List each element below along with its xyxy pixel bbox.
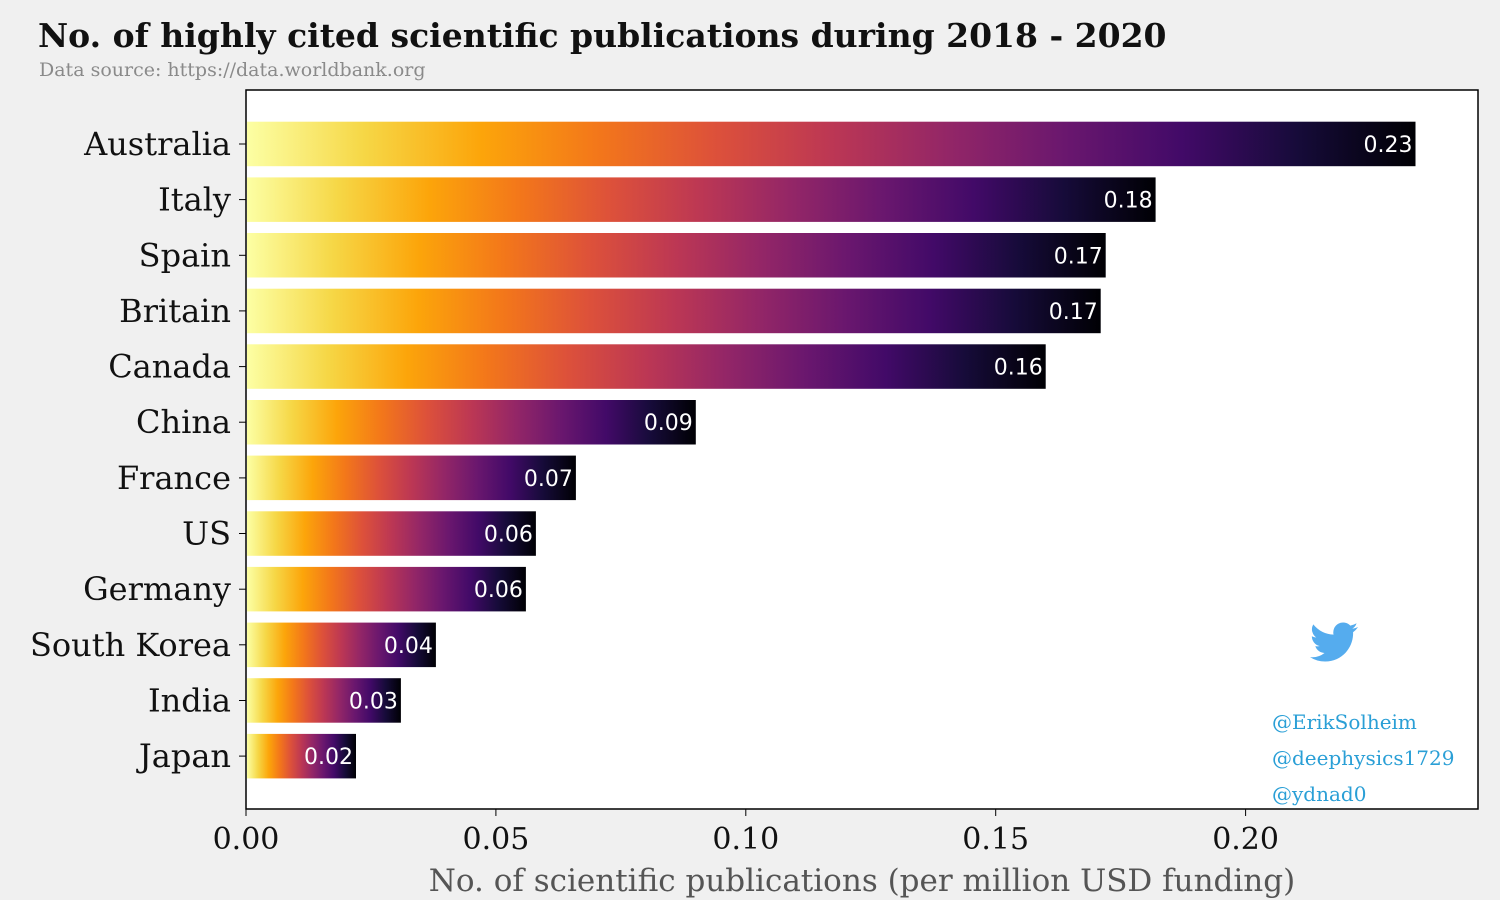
y-tick-label: Australia [83, 125, 231, 163]
bar-australia [247, 121, 1416, 167]
credit-handle: @deephysics1729 [1272, 746, 1454, 770]
y-tick-label: India [148, 682, 231, 720]
y-tick-label: France [117, 459, 231, 497]
y-tick-label: Spain [139, 236, 231, 274]
bar-japan [247, 733, 356, 779]
bar-britain [247, 288, 1101, 334]
value-label: 0.02 [304, 745, 353, 770]
y-tick-label: Germany [83, 570, 231, 608]
y-axis-labels: Australia Italy Spain Britain Canada China Fra… [30, 125, 246, 775]
plot-frame [245, 89, 1479, 810]
x-tick-label: 0.05 [463, 822, 530, 857]
y-tick-label: Canada [108, 348, 231, 386]
value-label: 0.17 [1054, 244, 1103, 269]
value-label: 0.07 [524, 467, 573, 492]
bar-china [247, 400, 696, 445]
y-tick-label: US [182, 515, 231, 553]
value-label: 0.09 [644, 411, 693, 436]
value-labels-group: 0.23 0.18 0.17 0.17 0.16 0.09 0.07 0.06 0.06 0.04… [304, 133, 1412, 770]
value-label: 0.23 [1364, 133, 1413, 158]
y-tick-label: Japan [136, 737, 231, 775]
value-label: 0.03 [349, 690, 398, 715]
y-tick-label: South Korea [30, 626, 231, 664]
bar-france [247, 455, 576, 501]
y-tick-label: Britain [119, 292, 231, 330]
value-label: 0.17 [1049, 300, 1098, 325]
bar-south-korea [247, 622, 436, 668]
credits-group: @ErikSolheim @deephysics1729 @ydnad0 [1272, 710, 1454, 806]
chart-subtitle: Data source: https://data.worldbank.org [39, 59, 426, 81]
x-tick-label: 0.20 [1212, 822, 1279, 857]
chart-title: No. of highly cited scientific publicati… [38, 16, 1167, 55]
bar-germany [247, 566, 526, 612]
bar-italy [247, 177, 1156, 222]
value-label: 0.16 [994, 356, 1043, 381]
value-label: 0.06 [474, 578, 523, 603]
credit-handle: @ErikSolheim [1272, 710, 1417, 734]
bars-group [247, 121, 1416, 779]
y-tick-label: China [136, 403, 231, 441]
twitter-bird-icon [1310, 622, 1358, 662]
value-label: 0.04 [384, 634, 433, 659]
value-label: 0.06 [484, 523, 533, 548]
x-tick-label: 0.15 [962, 822, 1029, 857]
credit-handle: @ydnad0 [1272, 782, 1366, 806]
x-tick-label: 0.00 [213, 822, 280, 857]
x-tick-label: 0.10 [712, 822, 779, 857]
bar-india [247, 678, 401, 723]
value-label: 0.18 [1104, 189, 1153, 214]
bar-us [247, 511, 536, 556]
bar-canada [247, 344, 1046, 389]
y-tick-label: Italy [158, 181, 231, 219]
x-axis-label: No. of scientific publications (per mill… [429, 863, 1295, 899]
bar-spain [247, 233, 1106, 278]
x-axis-ticks: 0.00 0.05 0.10 0.15 0.20 [213, 809, 1279, 857]
